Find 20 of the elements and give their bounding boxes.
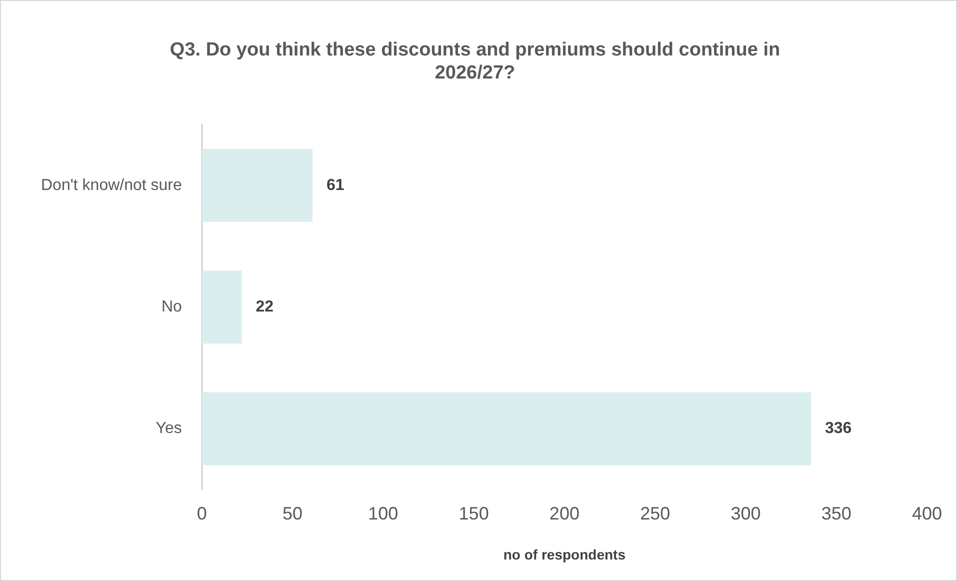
x-tick-label: 0	[196, 503, 207, 524]
x-tick-label: 50	[282, 503, 303, 524]
y-tick-label: Don't know/not sure	[41, 176, 182, 194]
data-label: 22	[256, 298, 274, 316]
data-label: 336	[824, 420, 852, 438]
x-tick-label: 350	[821, 503, 852, 524]
x-tick-label: 150	[458, 503, 489, 524]
x-tick-label: 200	[549, 503, 580, 524]
chart-title: Q3. Do you think these discounts and premiums should continue in 2026/27?	[170, 40, 780, 84]
x-axis-title: no of respondents	[503, 546, 626, 562]
data-label: 61	[326, 176, 344, 194]
x-tick-label: 250	[640, 503, 670, 524]
bar	[202, 270, 242, 344]
bar	[202, 392, 811, 466]
x-tick-label: 300	[730, 503, 761, 524]
x-tick-label: 400	[912, 503, 942, 524]
x-tick-label: 100	[368, 503, 398, 524]
y-tick-label: No	[161, 298, 182, 316]
y-tick-label: Yes	[156, 420, 182, 438]
bar	[202, 148, 312, 222]
